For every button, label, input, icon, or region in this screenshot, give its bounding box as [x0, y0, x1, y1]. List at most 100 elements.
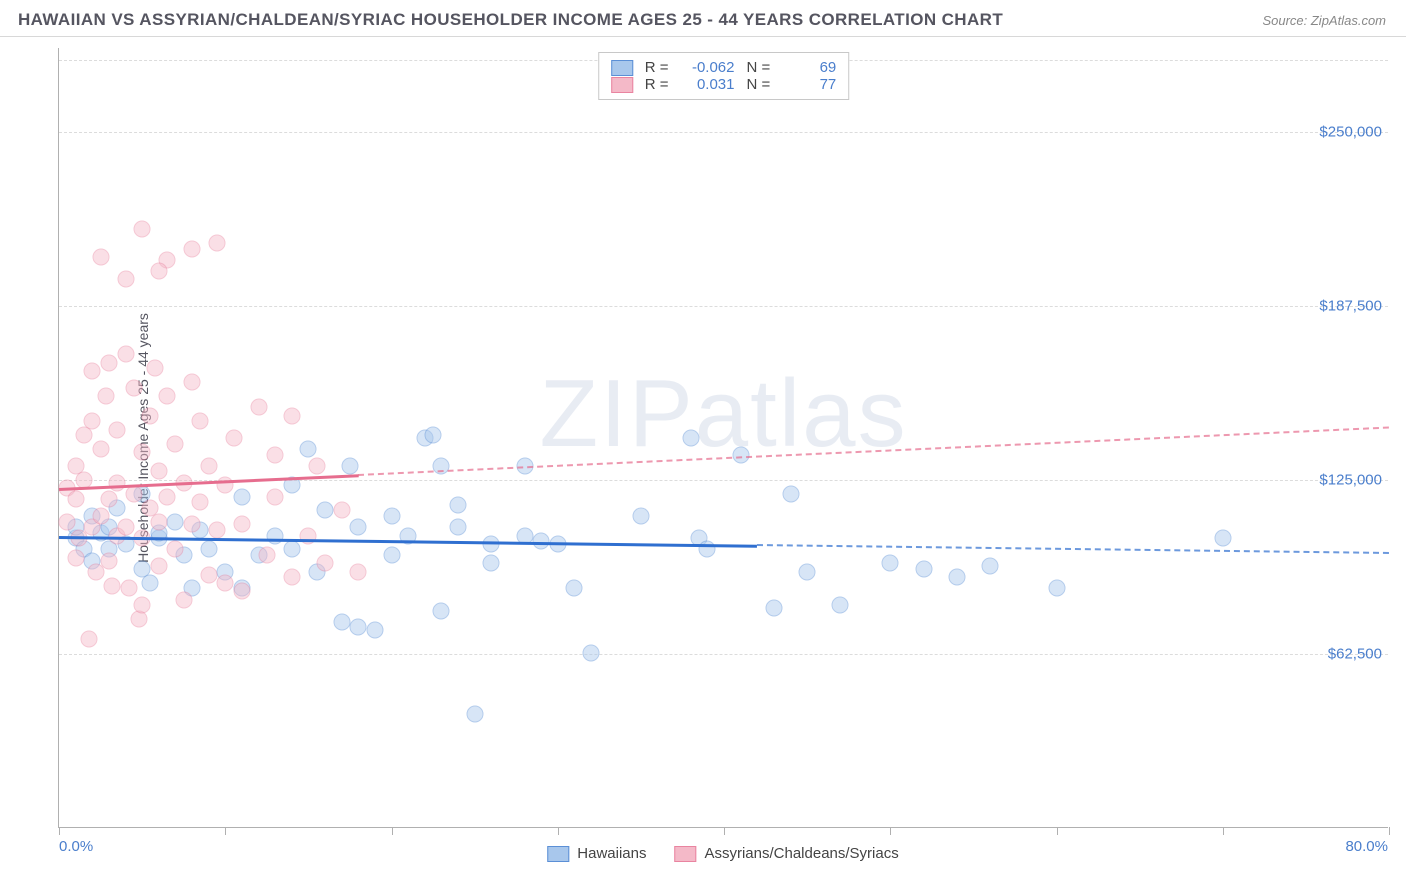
data-point	[159, 488, 176, 505]
n-label: N =	[747, 76, 771, 93]
data-point	[350, 619, 367, 636]
gridline	[59, 132, 1388, 133]
data-point	[832, 597, 849, 614]
data-point	[583, 644, 600, 661]
gridline	[59, 306, 1388, 307]
data-point	[142, 574, 159, 591]
x-tick	[225, 827, 226, 835]
data-point	[117, 271, 134, 288]
legend-swatch	[611, 77, 633, 93]
data-point	[67, 491, 84, 508]
n-label: N =	[747, 59, 771, 76]
data-point	[104, 577, 121, 594]
data-point	[732, 446, 749, 463]
data-point	[134, 443, 151, 460]
x-tick	[59, 827, 60, 835]
data-point	[233, 516, 250, 533]
data-point	[92, 508, 109, 525]
y-tick-label: $125,000	[1319, 471, 1382, 488]
data-point	[97, 388, 114, 405]
x-end-label: 80.0%	[1345, 838, 1388, 855]
trend-line	[757, 544, 1389, 554]
r-label: R =	[645, 76, 669, 93]
legend-series-item: Hawaiians	[547, 845, 646, 862]
data-point	[882, 555, 899, 572]
data-point	[217, 574, 234, 591]
data-point	[67, 549, 84, 566]
x-tick	[1389, 827, 1390, 835]
series-legend: Hawaiians Assyrians/Chaldeans/Syriacs	[547, 845, 898, 862]
legend-row: R = -0.062 N = 69	[611, 59, 837, 76]
data-point	[167, 513, 184, 530]
chart-title: HAWAIIAN VS ASSYRIAN/CHALDEAN/SYRIAC HOU…	[18, 10, 1003, 30]
data-point	[250, 399, 267, 416]
x-tick	[1223, 827, 1224, 835]
data-point	[450, 496, 467, 513]
trend-line	[59, 474, 358, 491]
data-point	[566, 580, 583, 597]
data-point	[483, 555, 500, 572]
data-point	[167, 435, 184, 452]
r-value: 0.031	[681, 76, 735, 93]
data-point	[915, 560, 932, 577]
x-tick	[558, 827, 559, 835]
data-point	[208, 521, 225, 538]
data-point	[283, 569, 300, 586]
y-tick-label: $250,000	[1319, 123, 1382, 140]
r-value: -0.062	[681, 59, 735, 76]
y-tick-label: $187,500	[1319, 297, 1382, 314]
data-point	[632, 508, 649, 525]
data-point	[366, 622, 383, 639]
legend-row: R =0.031N =77	[611, 76, 837, 93]
legend-series-label: Assyrians/Chaldeans/Syriacs	[704, 845, 898, 862]
data-point	[100, 354, 117, 371]
data-point	[184, 516, 201, 533]
data-point	[258, 547, 275, 564]
data-point	[167, 541, 184, 558]
data-point	[350, 519, 367, 536]
data-point	[450, 519, 467, 536]
data-point	[208, 235, 225, 252]
data-point	[92, 248, 109, 265]
data-point	[765, 599, 782, 616]
data-point	[233, 488, 250, 505]
data-point	[117, 346, 134, 363]
data-point	[84, 363, 101, 380]
data-point	[159, 388, 176, 405]
x-tick	[890, 827, 891, 835]
data-point	[192, 494, 209, 511]
data-point	[80, 630, 97, 647]
data-point	[1048, 580, 1065, 597]
data-point	[150, 513, 167, 530]
x-tick	[392, 827, 393, 835]
x-tick	[724, 827, 725, 835]
scatter-plot: ZIPatlas R =-0.062N =69R =0.031N =77 $62…	[58, 48, 1388, 828]
data-point	[134, 221, 151, 238]
r-label: R =	[645, 59, 669, 76]
correlation-legend: R =-0.062N =69R =0.031N =77	[598, 52, 850, 100]
x-tick	[1057, 827, 1058, 835]
data-point	[799, 563, 816, 580]
data-point	[682, 430, 699, 447]
data-point	[308, 457, 325, 474]
data-point	[233, 583, 250, 600]
data-point	[350, 563, 367, 580]
data-point	[200, 566, 217, 583]
data-point	[333, 502, 350, 519]
data-point	[200, 541, 217, 558]
data-point	[317, 502, 334, 519]
data-point	[192, 413, 209, 430]
legend-swatch	[611, 60, 633, 76]
data-point	[175, 591, 192, 608]
n-value: 69	[782, 59, 836, 76]
data-point	[84, 413, 101, 430]
data-point	[100, 491, 117, 508]
x-start-label: 0.0%	[59, 838, 93, 855]
data-point	[134, 597, 151, 614]
data-point	[109, 421, 126, 438]
data-point	[200, 457, 217, 474]
data-point	[333, 613, 350, 630]
data-point	[117, 519, 134, 536]
data-point	[150, 463, 167, 480]
data-point	[948, 569, 965, 586]
